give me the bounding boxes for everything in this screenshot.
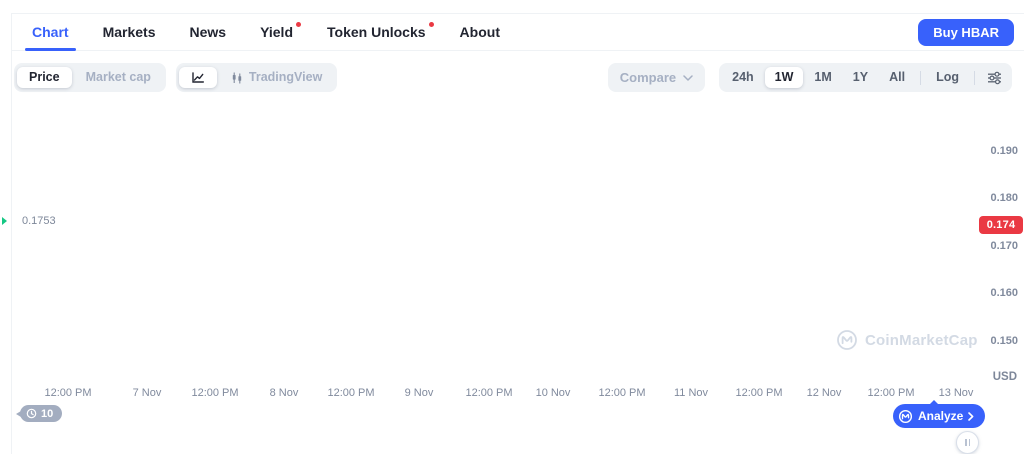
brush-handle[interactable]: [956, 431, 979, 454]
compare-button[interactable]: Compare: [607, 63, 706, 92]
tradingview-toggle[interactable]: TradingView: [219, 67, 334, 88]
range-all[interactable]: All: [879, 67, 915, 88]
badge-tip: [16, 410, 21, 417]
x-tick-label: 8 Nov: [269, 387, 299, 399]
last-price-badge: 0.174: [979, 216, 1023, 234]
buy-hbar-button[interactable]: Buy HBAR: [918, 18, 1014, 46]
y-tick-label: 0.170: [990, 239, 1018, 252]
nav-item-about[interactable]: About: [458, 14, 502, 50]
candlestick-icon: [232, 72, 242, 83]
nav-item-chart[interactable]: Chart: [25, 14, 76, 51]
y-tick-label: 0.150: [990, 334, 1018, 347]
range-1w[interactable]: 1W: [764, 67, 804, 88]
x-tick-label: 12:00 PM: [191, 387, 239, 399]
range-1m[interactable]: 1M: [804, 67, 841, 88]
card-left-border: [11, 13, 12, 454]
coinmarketcap-logo-icon: [837, 330, 857, 350]
baseline-price-label: 0.1753: [22, 215, 56, 227]
sliders-icon: [988, 71, 1001, 84]
x-tick-label: 12:00 PM: [44, 387, 92, 399]
x-tick-label: 12 Nov: [806, 387, 842, 399]
y-tick-label: 0.180: [990, 192, 1018, 205]
chevron-right-icon: [968, 411, 974, 421]
line-chart-icon: [192, 72, 204, 83]
coin-nav: Chart Markets News Yield Token Unlocks About …: [12, 14, 1024, 51]
x-tick-label: 12:00 PM: [735, 387, 783, 399]
divider: [920, 70, 922, 85]
nav-label: Markets: [102, 24, 156, 40]
analyze-label: Analyze: [918, 409, 964, 423]
card-top-border: [11, 13, 1024, 14]
chart-toolbar: Price Market cap TradingView: [14, 63, 1012, 92]
range-options: 24h 1W 1M 1Y All: [722, 67, 915, 88]
watermark-label: CoinMarketCap: [865, 331, 978, 349]
chevron-down-icon: [683, 74, 693, 81]
chart-settings-button[interactable]: [980, 68, 1009, 88]
x-tick-label: 10 Nov: [535, 387, 571, 399]
x-tick-label: 12:00 PM: [327, 387, 375, 399]
x-tick-label: 12:00 PM: [598, 387, 646, 399]
range-1y[interactable]: 1Y: [843, 67, 878, 88]
compare-label: Compare: [619, 70, 677, 85]
x-tick-label: 11 Nov: [673, 387, 709, 399]
y-tick-label: 0.160: [990, 287, 1018, 300]
divider: [974, 70, 975, 85]
history-badge[interactable]: 10: [16, 405, 63, 422]
nav-label: Token Unlocks: [327, 24, 426, 40]
tradingview-label: TradingView: [248, 70, 323, 85]
line-chart-toggle[interactable]: [178, 67, 217, 88]
nav-label: News: [189, 24, 227, 40]
metric-toggle: Price Market cap: [14, 63, 166, 92]
nav-label: About: [459, 24, 500, 40]
analyze-logo-icon: [898, 409, 913, 423]
x-tick-label: 12:00 PM: [465, 387, 513, 399]
nav-items: Chart Markets News Yield Token Unlocks About: [12, 14, 502, 51]
nav-item-news[interactable]: News: [187, 14, 228, 50]
market-cap-toggle[interactable]: Market cap: [74, 67, 163, 88]
x-tick-label: 12:00 PM: [867, 387, 915, 399]
y-tick-label: 0.190: [990, 144, 1018, 157]
history-count: 10: [41, 407, 54, 420]
analyze-button[interactable]: Analyze: [893, 400, 986, 428]
nav-item-token-unlocks[interactable]: Token Unlocks: [325, 14, 434, 50]
range-selector: 24h 1W 1M 1Y All Log: [719, 63, 1012, 92]
nav-label: Chart: [32, 24, 69, 40]
currency-label: USD: [992, 371, 1017, 383]
toolbar-right: Compare 24h 1W 1M 1Y All Log: [607, 63, 1012, 92]
nav-item-markets[interactable]: Markets: [101, 14, 158, 50]
clock-icon: [26, 408, 37, 419]
x-tick-label: 13 Nov: [938, 387, 974, 399]
coinmarketcap-watermark: CoinMarketCap: [836, 329, 978, 351]
baseline-tick-icon: [2, 217, 7, 225]
x-tick-label: 7 Nov: [132, 387, 162, 399]
x-tick-label: 9 Nov: [404, 387, 434, 399]
chart-type-toggle: TradingView: [175, 63, 338, 92]
nav-label: Yield: [260, 24, 293, 40]
notification-dot: [296, 22, 301, 27]
nav-item-yield[interactable]: Yield: [258, 14, 301, 50]
log-toggle[interactable]: Log: [926, 67, 969, 88]
notification-dot: [428, 22, 434, 27]
range-24h[interactable]: 24h: [722, 67, 764, 88]
price-toggle[interactable]: Price: [17, 67, 72, 88]
analyze-notch: [929, 400, 939, 405]
